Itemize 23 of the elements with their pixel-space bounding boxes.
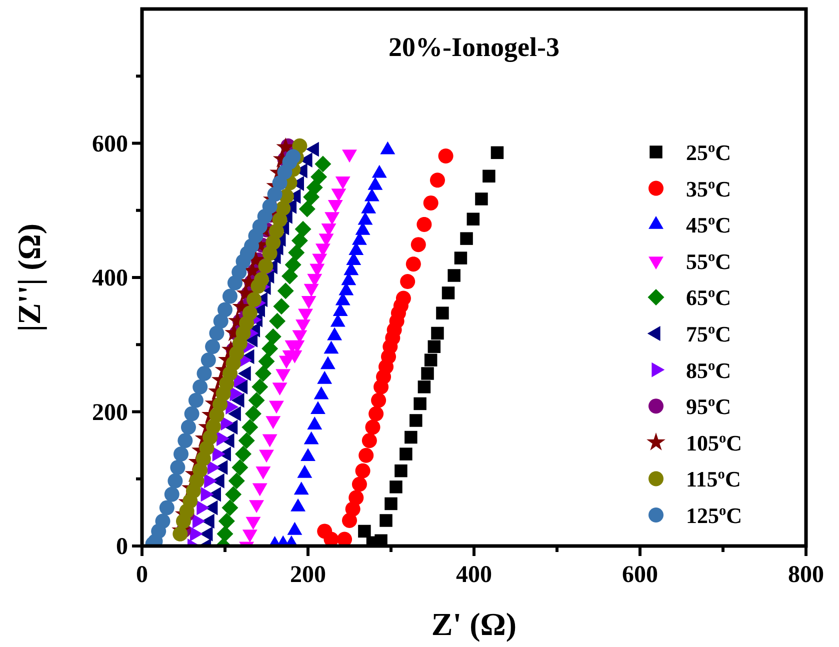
legend-label: 45$^{o}$C — [686, 212, 732, 238]
y-tick-label: 600 — [92, 131, 128, 158]
x-tick-label: 600 — [622, 562, 658, 588]
x-axis-title: Z' (Ω) — [431, 606, 517, 642]
legend-label: 125$^{o}$C — [686, 503, 742, 528]
legend-label: 75$^{o}$C — [686, 322, 732, 346]
x-tick-label: 200 — [290, 562, 326, 588]
legend-label: 35$^{o}$C — [686, 176, 732, 202]
y-axis-title: |Z''| (Ω) — [11, 223, 47, 332]
legend-label: 25$^{o}$C — [686, 140, 732, 165]
y-tick-label: 400 — [92, 266, 128, 292]
legend-label: 95$^{o}$C — [686, 394, 732, 420]
x-tick-label: 0 — [136, 562, 148, 588]
y-tick-label: 0 — [116, 534, 128, 560]
y-tick-label: 200 — [92, 400, 128, 426]
text: 20%-Ionogel-3 — [388, 32, 560, 62]
legend-label: 55$^{o}$C — [686, 248, 732, 274]
legend-label: 105$^{o}$C — [686, 430, 742, 456]
legend-label: 85$^{o}$C — [686, 358, 732, 383]
x-tick-label: 800 — [788, 562, 824, 588]
legend-label: 65$^{o}$C — [686, 285, 732, 310]
legend-label: 115$^{o}$C — [686, 466, 741, 492]
x-tick-label: 400 — [456, 562, 492, 588]
